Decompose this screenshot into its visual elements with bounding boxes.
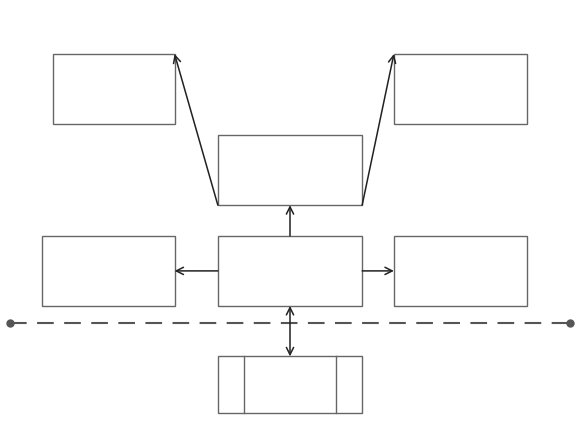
Bar bbox=[218, 135, 362, 205]
Bar bbox=[218, 236, 362, 306]
Bar bbox=[53, 54, 175, 124]
Bar bbox=[42, 236, 175, 306]
Bar bbox=[394, 236, 527, 306]
Bar bbox=[394, 54, 527, 124]
Bar bbox=[218, 356, 362, 413]
